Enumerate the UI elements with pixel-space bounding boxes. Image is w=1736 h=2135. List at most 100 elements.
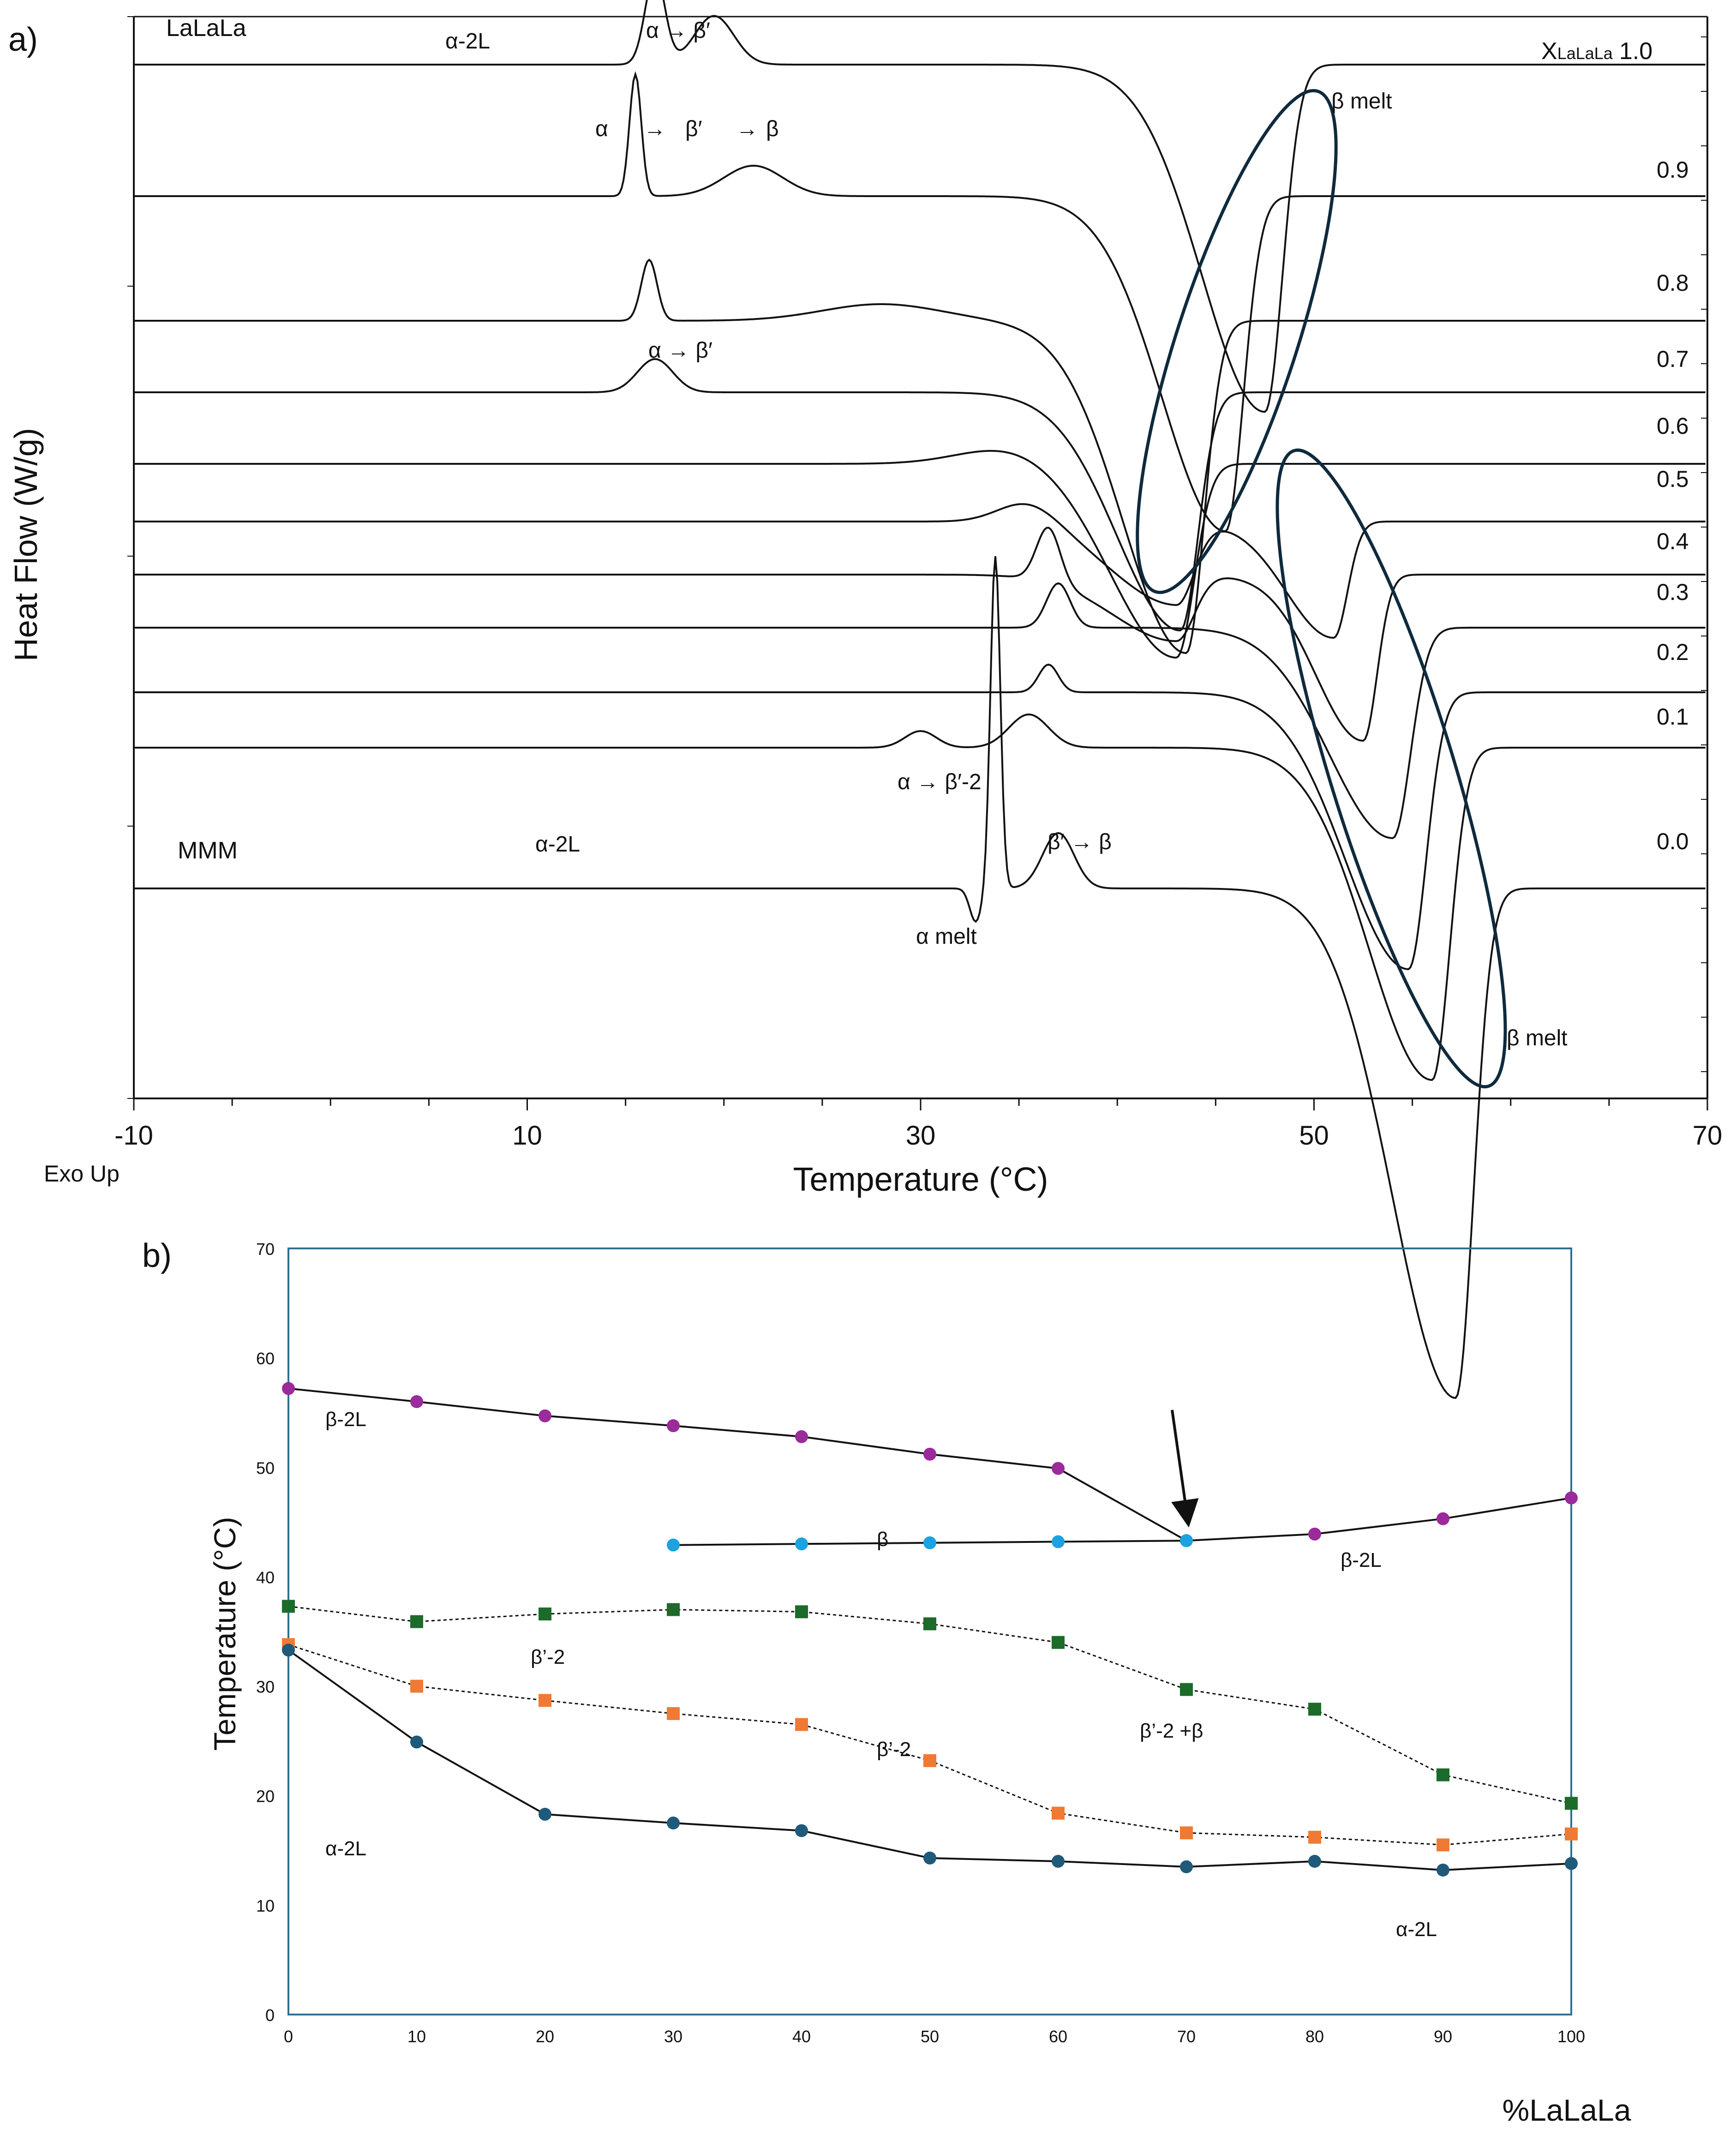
data-point (282, 1600, 295, 1613)
data-point (1180, 1683, 1193, 1696)
data-point (667, 1817, 680, 1829)
y-tick-label: 30 (256, 1678, 275, 1697)
annot-alpha-2l-bottom: α-2L (535, 832, 580, 857)
y-tick-label: 70 (256, 1240, 275, 1259)
beta-melt-ellipse-upper (1136, 89, 1338, 594)
data-point (1180, 1826, 1193, 1840)
data-point (410, 1679, 423, 1693)
exo-up-note: Exo Up (44, 1161, 120, 1187)
region-beta: β (877, 1528, 888, 1551)
data-point (1052, 1535, 1065, 1548)
data-point (1565, 1797, 1578, 1810)
region-betaprime2-lower: β’-2 (877, 1738, 911, 1761)
composition-labels: 0.9 0.8 0.7 0.6 0.5 0.4 0.3 0.2 0.1 0.0 (1657, 157, 1689, 854)
data-point (1437, 1863, 1449, 1877)
data-point (1437, 1768, 1449, 1781)
annot-seq-beta: β (766, 117, 779, 141)
data-point (539, 1808, 551, 1821)
x-tick-label: -10 (114, 1121, 153, 1151)
data-point (539, 1607, 551, 1621)
composition-prefix: X (1541, 38, 1557, 65)
data-point (923, 1754, 936, 1767)
data-point (795, 1430, 808, 1443)
composition-sub: LaLaLa (1557, 44, 1613, 63)
panel-a-x-ticks: -10 10 30 50 70 (114, 1098, 1722, 1151)
x-tick-label: 50 (1299, 1121, 1329, 1151)
data-point (1308, 1830, 1321, 1844)
beta-melt-ellipse-lower (1275, 448, 1507, 1089)
data-point (539, 1694, 551, 1707)
data-point (282, 1643, 295, 1657)
data-point (410, 1615, 423, 1628)
panel-a-right-ticks (1701, 36, 1707, 1072)
region-beta-2l-left: β-2L (325, 1408, 366, 1431)
data-point (667, 1538, 680, 1552)
data-point (795, 1537, 808, 1551)
dsc-curve (134, 713, 1706, 1081)
x-tick-label: 60 (1049, 2027, 1067, 2046)
annot-beta-melt-top: β melt (1331, 89, 1392, 114)
transition-arrow (1171, 1409, 1199, 1528)
composition-label: 0.5 (1657, 466, 1689, 492)
data-point (1052, 1462, 1065, 1475)
dsc-curve (134, 556, 1706, 1399)
annot-seq-arrow2: → (736, 117, 758, 141)
y-tick-label: 10 (256, 1896, 275, 1915)
panel-b-label: b) (142, 1237, 172, 1274)
panel-b-series (282, 1382, 1578, 1877)
series-line (288, 1387, 1572, 1542)
data-point (539, 1409, 551, 1422)
dsc-curve (134, 527, 1706, 742)
data-point (410, 1735, 423, 1749)
data-point (795, 1605, 808, 1619)
data-point (1308, 1527, 1321, 1541)
dsc-curve (134, 358, 1706, 632)
annot-alpha-2l-top: α-2L (445, 29, 490, 54)
panel-b-y-axis-title: Temperature (°C) (208, 1517, 242, 1751)
y-tick-label: 20 (256, 1787, 275, 1806)
annot-seq-arrow1: → (644, 117, 666, 141)
data-point (1308, 1855, 1321, 1868)
region-betaprime2-upper: β’-2 (531, 1646, 565, 1668)
composition-label: 0.8 (1657, 270, 1689, 296)
composition-value: 1.0 (1619, 38, 1652, 65)
panel-a-x-axis-title: Temperature (°C) (793, 1161, 1048, 1198)
x-tick-label: 0 (284, 2027, 293, 2046)
y-tick-label: 60 (256, 1349, 275, 1368)
region-beta-2l-right: β-2L (1341, 1549, 1382, 1571)
data-point (1565, 1827, 1578, 1841)
panel-b-x-axis-title: %LaLaLa (1503, 2093, 1631, 2127)
data-point (923, 1617, 936, 1631)
data-point (923, 1447, 936, 1461)
composition-label: 0.3 (1657, 579, 1689, 605)
x-tick-label: 10 (407, 2027, 426, 2046)
panel-a-dsc-chart: a) -10 10 30 50 70 Heat Flow (W/g) Temperatu… (8, 0, 1722, 1399)
dsc-curve (134, 582, 1706, 840)
dsc-curve (134, 503, 1706, 639)
y-tick-label: 50 (256, 1458, 275, 1477)
annot-seq-betaprime: β′ (685, 117, 702, 141)
data-point (1308, 1703, 1321, 1716)
data-point (282, 1382, 295, 1395)
dsc-curves (134, 0, 1706, 1399)
region-betaprime2-plus-beta: β’-2 +β (1140, 1720, 1203, 1742)
series-line (288, 1606, 1572, 1804)
x-tick-label: 30 (906, 1121, 936, 1151)
annot-alpha-melt: α melt (916, 924, 977, 949)
annot-alpha-betaprime-top: α → β′ (646, 18, 710, 43)
data-point (795, 1824, 808, 1837)
data-point (923, 1536, 936, 1549)
annot-seq-alpha: α (595, 117, 608, 141)
x-tick-label: 80 (1305, 2027, 1324, 2046)
sample-label-mmm: MMM (178, 837, 238, 864)
panel-b-plot-frame (287, 1247, 1572, 2015)
composition-label: 0.2 (1657, 639, 1689, 665)
composition-label: 0.9 (1657, 157, 1689, 183)
x-tick-label: 70 (1693, 1121, 1723, 1151)
panel-b-axes: 0 10 20 30 40 50 60 70 0 10 20 30 40 50 60 70 80 90 100 (256, 1240, 1585, 2046)
data-point (1052, 1806, 1065, 1820)
y-tick-label: 0 (265, 2006, 275, 2025)
data-point (667, 1707, 680, 1720)
phase-region-labels: β-2L β-2L β β’-2 β’-2 β’-2 +β α-2L α-2L (325, 1408, 1437, 1941)
